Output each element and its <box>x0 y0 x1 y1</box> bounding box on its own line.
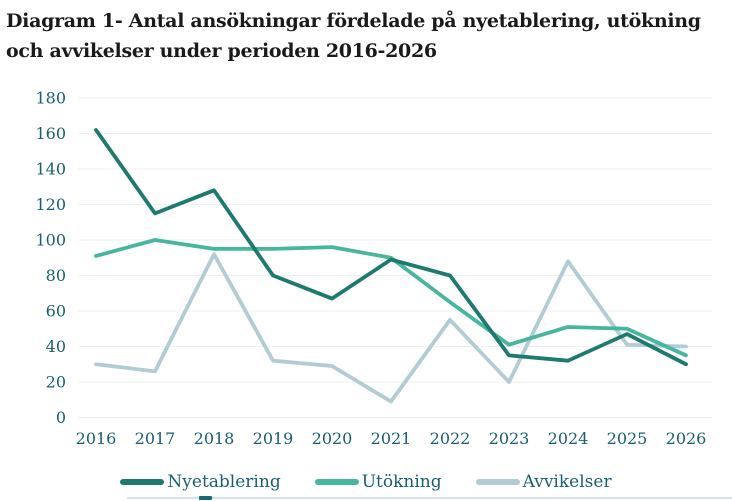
legend-item-avvikelser: Avvikelser <box>475 472 612 492</box>
chart-title-line2: och avvikelser under perioden 2016-2026 <box>6 40 437 62</box>
legend-swatch <box>475 479 520 485</box>
x-axis-labels: 2016 2017 2018 2019 2020 2021 2022 2023 2024 2025… <box>76 429 707 448</box>
legend-swatch <box>314 479 359 485</box>
chart-title: Diagram 1- Antal ansökningar fördelade p… <box>6 6 730 66</box>
x-tick-label: 2026 <box>666 429 707 448</box>
x-tick-label: 2022 <box>430 429 471 448</box>
y-axis-labels: 0 20 40 60 80 100 120 140 160 180 <box>35 89 66 428</box>
y-tick-label: 40 <box>46 337 66 356</box>
x-tick-label: 2020 <box>312 429 353 448</box>
y-tick-label: 160 <box>35 124 66 143</box>
series-line-nyetablering <box>94 128 688 367</box>
x-tick-label: 2024 <box>548 429 589 448</box>
y-tick-label: 0 <box>56 408 66 427</box>
y-tick-label: 80 <box>46 266 66 285</box>
legend-label: Nyetablering <box>167 472 281 492</box>
chart-title-line1: Diagram 1- Antal ansökningar fördelade p… <box>6 10 701 32</box>
bottom-edge-line <box>127 497 732 499</box>
chart-legend: Nyetablering Utökning Avvikelser <box>0 469 732 495</box>
chart-gridlines <box>78 97 712 418</box>
y-tick-label: 180 <box>35 89 66 108</box>
y-tick-label: 140 <box>35 160 66 179</box>
legend-label: Utökning <box>361 472 442 492</box>
legend-label: Avvikelser <box>522 472 612 492</box>
legend-item-utökning: Utökning <box>314 472 442 492</box>
x-tick-label: 2023 <box>489 429 530 448</box>
x-tick-label: 2021 <box>371 429 412 448</box>
y-tick-label: 60 <box>46 302 66 321</box>
x-tick-label: 2018 <box>194 429 235 448</box>
bottom-edge-mark <box>199 496 212 500</box>
x-tick-label: 2016 <box>76 429 117 448</box>
series-line-avvikelser <box>94 252 688 404</box>
y-tick-label: 100 <box>35 231 66 250</box>
y-tick-label: 20 <box>46 373 66 392</box>
y-tick-label: 120 <box>35 195 66 214</box>
x-tick-label: 2017 <box>135 429 176 448</box>
legend-swatch <box>120 479 165 485</box>
chart-series <box>94 128 688 404</box>
legend-item-nyetablering: Nyetablering <box>120 472 281 492</box>
x-tick-label: 2019 <box>253 429 294 448</box>
x-tick-label: 2025 <box>607 429 648 448</box>
series-line-utökning <box>94 238 688 358</box>
